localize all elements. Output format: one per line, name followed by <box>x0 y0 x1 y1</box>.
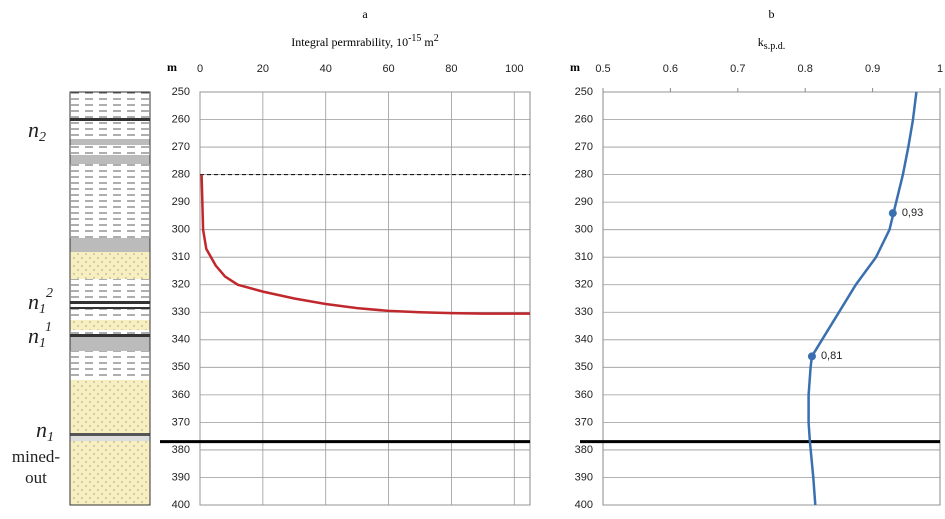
layer-label: n2 <box>28 117 46 145</box>
x-axis-label-part: 2 <box>434 33 439 44</box>
x-tick-label: 100 <box>505 63 523 75</box>
y-tick-label: 390 <box>172 471 190 483</box>
note-line: mined- <box>12 447 60 466</box>
y-axis-label: m <box>167 60 177 74</box>
y-tick-label: 250 <box>172 86 190 98</box>
x-tick-label: 60 <box>382 63 394 75</box>
y-tick-label: 270 <box>172 141 190 153</box>
x-tick-label: 0.9 <box>865 63 880 75</box>
y-tick-label: 360 <box>172 389 190 401</box>
x-tick-label: 1 <box>937 63 943 75</box>
y-tick-label: 320 <box>172 279 190 291</box>
point-label: 0,93 <box>902 207 923 219</box>
y-tick-label: 340 <box>575 334 593 346</box>
x-tick-label: 0.6 <box>663 63 678 75</box>
lithology-column <box>70 92 150 505</box>
layer-label-sub: 1 <box>39 302 46 317</box>
x-tick-label: 80 <box>445 63 457 75</box>
y-tick-label: 280 <box>575 169 593 181</box>
y-tick-label: 270 <box>575 141 593 153</box>
layer-label-sup: 2 <box>46 286 53 301</box>
y-tick-label: 380 <box>172 444 190 456</box>
point-label: 0,81 <box>821 350 842 362</box>
y-tick-label: 330 <box>575 306 593 318</box>
y-tick-label: 370 <box>575 416 593 428</box>
note-line: out <box>25 468 47 487</box>
chart-title: b <box>769 7 775 21</box>
y-tick-label: 340 <box>172 334 190 346</box>
y-tick-label: 300 <box>575 224 593 236</box>
figure: n2 n12 n11 n1 mined- out aIntegral permr… <box>0 0 945 514</box>
x-tick-label: 0.5 <box>595 63 610 75</box>
layer-label-sub: 1 <box>47 430 54 445</box>
y-axis-label: m <box>570 60 580 74</box>
x-tick-label: 0.8 <box>798 63 813 75</box>
y-tick-label: 250 <box>575 86 593 98</box>
x-tick-label: 0 <box>197 63 203 75</box>
x-axis-label-part: -15 <box>408 33 421 44</box>
x-axis-label: Integral permrability, 10-15 m2 <box>291 33 439 48</box>
y-tick-label: 320 <box>575 279 593 291</box>
y-tick-label: 400 <box>172 499 190 511</box>
y-tick-label: 280 <box>172 169 190 181</box>
y-tick-label: 390 <box>575 471 593 483</box>
y-tick-label: 290 <box>172 196 190 208</box>
y-tick-label: 310 <box>575 251 593 263</box>
layer-label-base: n <box>28 323 39 348</box>
layer-label-sub: 2 <box>39 130 46 145</box>
y-tick-label: 380 <box>575 444 593 456</box>
x-axis-label-part: Integral permrability, 10 <box>291 35 408 49</box>
y-tick-label: 330 <box>172 306 190 318</box>
x-tick-label: 0.7 <box>730 63 745 75</box>
x-tick-label: 20 <box>257 63 269 75</box>
layer-label: n1 <box>36 417 54 445</box>
y-tick-label: 360 <box>575 389 593 401</box>
y-tick-label: 370 <box>172 416 190 428</box>
point <box>808 352 816 360</box>
y-tick-label: 260 <box>172 113 190 125</box>
y-tick-label: 300 <box>172 224 190 236</box>
layer-label-base: n <box>36 417 47 442</box>
y-tick-label: 260 <box>575 113 593 125</box>
layer-label: n12 <box>28 286 53 317</box>
x-axis-label-part: m <box>421 35 434 49</box>
y-tick-label: 310 <box>172 251 190 263</box>
y-tick-label: 350 <box>575 361 593 373</box>
x-axis-label-part: s.p.d. <box>764 41 785 52</box>
layer-label-base: n <box>28 289 39 314</box>
layer-label-base: n <box>28 117 39 142</box>
chart-title: a <box>362 7 368 21</box>
x-axis-label: ks.p.d. <box>758 35 785 53</box>
y-tick-label: 400 <box>575 499 593 511</box>
point <box>889 209 897 217</box>
layer-label-sup: 1 <box>45 320 52 335</box>
y-tick-label: 350 <box>172 361 190 373</box>
layer-label-sub: 1 <box>39 336 45 351</box>
y-tick-label: 290 <box>575 196 593 208</box>
x-tick-label: 40 <box>320 63 332 75</box>
layer-label: n11 <box>28 320 52 351</box>
